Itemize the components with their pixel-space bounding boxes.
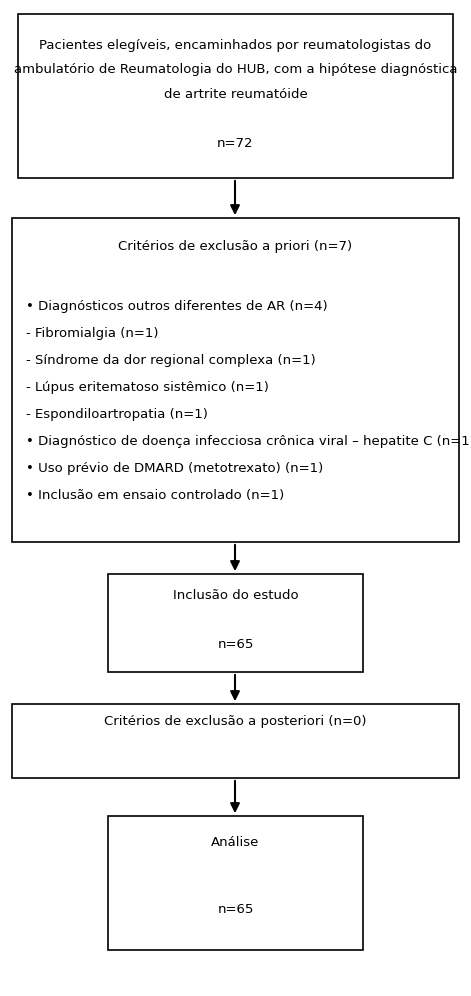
Bar	[108, 816, 363, 950]
Text: Critérios de exclusão a priori (n=7): Critérios de exclusão a priori (n=7)	[118, 240, 353, 253]
Bar	[12, 704, 459, 778]
Text: - Fibromialgia (n=1): - Fibromialgia (n=1)	[26, 327, 159, 340]
Text: n=65: n=65	[217, 903, 254, 916]
Text: Inclusão do estudo: Inclusão do estudo	[173, 589, 298, 602]
Text: - Lúpus eritematoso sistêmico (n=1): - Lúpus eritematoso sistêmico (n=1)	[26, 381, 269, 394]
Text: n=72: n=72	[217, 137, 254, 150]
Text: de artrite reumatóide: de artrite reumatóide	[163, 88, 308, 101]
Text: - Síndrome da dor regional complexa (n=1): - Síndrome da dor regional complexa (n=1…	[26, 354, 316, 367]
Text: Pacientes elegíveis, encaminhados por reumatologistas do: Pacientes elegíveis, encaminhados por re…	[40, 39, 431, 52]
Text: Critérios de exclusão a posteriori (n=0): Critérios de exclusão a posteriori (n=0)	[104, 715, 367, 728]
Text: • Uso prévio de DMARD (metotrexato) (n=1): • Uso prévio de DMARD (metotrexato) (n=1…	[26, 462, 323, 475]
Text: - Espondiloartropatia (n=1): - Espondiloartropatia (n=1)	[26, 408, 208, 421]
Text: • Diagnóstico de doença infecciosa crônica viral – hepatite C (n=1): • Diagnóstico de doença infecciosa crôni…	[26, 435, 471, 448]
Text: ambulatório de Reumatologia do HUB, com a hipótese diagnóstica: ambulatório de Reumatologia do HUB, com …	[14, 63, 457, 77]
Text: Análise: Análise	[211, 836, 260, 850]
Bar	[18, 14, 453, 178]
Bar	[108, 574, 363, 672]
Text: n=65: n=65	[217, 637, 254, 650]
Text: • Diagnósticos outros diferentes de AR (n=4): • Diagnósticos outros diferentes de AR (…	[26, 300, 328, 313]
Bar	[12, 218, 459, 542]
Text: • Inclusão em ensaio controlado (n=1): • Inclusão em ensaio controlado (n=1)	[26, 489, 284, 502]
